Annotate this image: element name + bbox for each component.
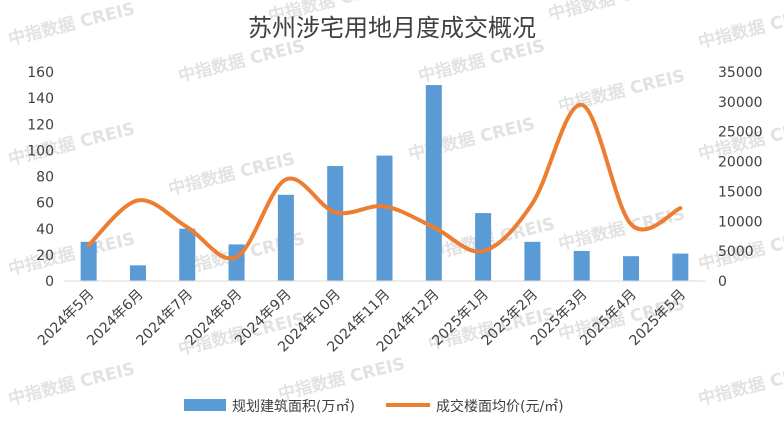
left-axis-tick-label: 0 [45, 274, 54, 290]
right-axis-tick-label: 35000 [718, 65, 763, 81]
bar [623, 256, 640, 281]
bar [425, 85, 442, 281]
right-axis-tick-label: 20000 [718, 155, 763, 171]
watermark-text: 中指数据 CREIS [176, 35, 307, 87]
watermark-text: 中指数据 CREIS [416, 35, 547, 87]
legend-line-label: 成交楼面均价(元/㎡) [436, 398, 564, 415]
watermark-text: 中指数据 CREIS [696, 1, 784, 53]
right-axis-tick-label: 0 [718, 274, 727, 290]
bar [80, 241, 97, 281]
watermark-text: 中指数据 CREIS [6, 0, 137, 50]
left-axis-tick-label: 140 [27, 91, 54, 107]
watermark-text: 中指数据 CREIS [546, 0, 677, 25]
bar-series [80, 85, 689, 281]
bar [277, 194, 294, 281]
watermark-text: 中指数据 CREIS [6, 118, 137, 170]
legend-bar-swatch [184, 399, 226, 411]
left-axis-tick-label: 60 [36, 196, 54, 212]
bar [475, 213, 492, 281]
watermark-text: 中指数据 CREIS [696, 358, 784, 410]
right-axis-tick-label: 5000 [718, 244, 754, 260]
left-axis-tick-label: 80 [36, 170, 54, 186]
watermark-text: 中指数据 CREIS [6, 358, 137, 410]
watermark-text: 中指数据 CREIS [276, 353, 407, 405]
watermark-text: 中指数据 CREIS [406, 113, 537, 165]
watermark-layer: 中指数据 CREIS 中指数据 CREIS 中指数据 CREIS 中指数据 CREIS… [6, 0, 784, 410]
left-axis-tick-label: 20 [36, 248, 54, 264]
right-axis-tick-label: 10000 [718, 214, 763, 230]
left-axis-tick-label: 40 [36, 222, 54, 238]
line-series [86, 102, 683, 261]
right-axis-tick-label: 15000 [718, 184, 763, 200]
bar [524, 241, 541, 281]
right-axis-tick-label: 30000 [718, 95, 763, 111]
bar [376, 155, 393, 281]
bar [129, 265, 146, 281]
chart-title: 苏州涉宅用地月度成交概况 [248, 14, 536, 42]
bar [179, 228, 196, 281]
bar [672, 253, 689, 281]
bar [327, 166, 344, 281]
legend: 规划建筑面积(万㎡) 成交楼面均价(元/㎡) [184, 398, 564, 415]
left-axis-tick-label: 120 [27, 117, 54, 133]
left-axis-tick-label: 100 [27, 143, 54, 159]
watermark-text: 中指数据 CREIS [6, 228, 137, 280]
price-line [86, 102, 683, 261]
bar [573, 250, 590, 281]
left-axis: 0 20 40 60 80 100 120 140 160 [27, 65, 54, 290]
left-axis-tick-label: 160 [27, 65, 54, 81]
right-axis-tick-label: 25000 [718, 125, 763, 141]
legend-bar-label: 规划建筑面积(万㎡) [232, 399, 355, 415]
watermark-text: 中指数据 CREIS [166, 148, 297, 200]
right-axis: 0 5000 10000 15000 20000 25000 30000 35000 [718, 65, 763, 290]
